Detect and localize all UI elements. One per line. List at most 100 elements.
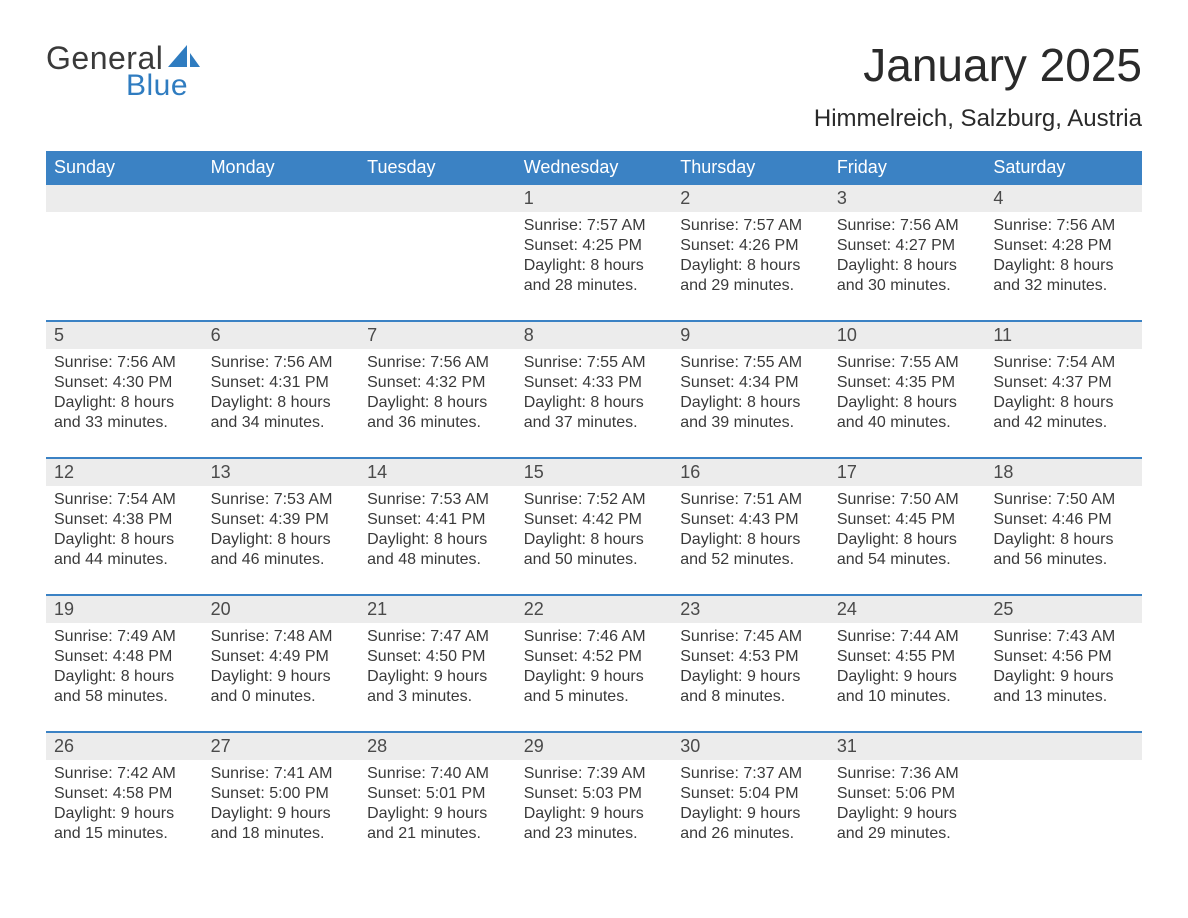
day-details: Sunrise: 7:56 AMSunset: 4:32 PMDaylight:… [367,353,508,433]
day-details: Sunrise: 7:48 AMSunset: 4:49 PMDaylight:… [211,627,352,707]
calendar-week-row: 5Sunrise: 7:56 AMSunset: 4:30 PMDaylight… [46,321,1142,458]
day-details: Sunrise: 7:36 AMSunset: 5:06 PMDaylight:… [837,764,978,844]
day-number: 31 [829,733,986,760]
sunrise-line: Sunrise: 7:54 AM [993,353,1134,373]
daylight-line: Daylight: 8 hours and 37 minutes. [524,393,665,433]
day-details: Sunrise: 7:43 AMSunset: 4:56 PMDaylight:… [993,627,1134,707]
sunrise-line: Sunrise: 7:56 AM [993,216,1134,236]
daylight-line: Daylight: 8 hours and 34 minutes. [211,393,352,433]
sunset-line: Sunset: 4:42 PM [524,510,665,530]
sunrise-line: Sunrise: 7:42 AM [54,764,195,784]
calendar-day-cell: 9Sunrise: 7:55 AMSunset: 4:34 PMDaylight… [672,321,829,458]
sunrise-line: Sunrise: 7:56 AM [211,353,352,373]
day-number: 7 [359,322,516,349]
calendar-day-cell: 18Sunrise: 7:50 AMSunset: 4:46 PMDayligh… [985,458,1142,595]
day-details: Sunrise: 7:54 AMSunset: 4:38 PMDaylight:… [54,490,195,570]
daylight-line: Daylight: 8 hours and 33 minutes. [54,393,195,433]
sunset-line: Sunset: 4:26 PM [680,236,821,256]
day-details [211,216,352,296]
calendar-week-row: 12Sunrise: 7:54 AMSunset: 4:38 PMDayligh… [46,458,1142,595]
day-details: Sunrise: 7:46 AMSunset: 4:52 PMDaylight:… [524,627,665,707]
page: General Blue January 2025 Himmelreich, S… [0,0,1188,918]
sunset-line: Sunset: 4:48 PM [54,647,195,667]
day-number: 17 [829,459,986,486]
daylight-line: Daylight: 9 hours and 10 minutes. [837,667,978,707]
sunset-line: Sunset: 4:25 PM [524,236,665,256]
title-block: January 2025 Himmelreich, Salzburg, Aust… [814,40,1142,133]
calendar-day-cell [46,185,203,321]
sunset-line: Sunset: 4:32 PM [367,373,508,393]
sunset-line: Sunset: 4:55 PM [837,647,978,667]
brand-line2: Blue [126,69,201,103]
daylight-line: Daylight: 8 hours and 39 minutes. [680,393,821,433]
day-number: 13 [203,459,360,486]
sunset-line: Sunset: 4:53 PM [680,647,821,667]
daylight-line: Daylight: 8 hours and 32 minutes. [993,256,1134,296]
daylight-line: Daylight: 8 hours and 54 minutes. [837,530,978,570]
day-number: 22 [516,596,673,623]
calendar-day-cell: 24 Sunrise: 7:44 AMSunset: 4:55 PMDayligh… [829,595,986,732]
day-details: Sunrise: 7:57 AMSunset: 4:25 PMDaylight:… [524,216,665,296]
day-number: 24 [829,596,986,623]
day-number: 19 [46,596,203,623]
calendar-day-cell: 13Sunrise: 7:53 AMSunset: 4:39 PMDayligh… [203,458,360,595]
sunrise-line: Sunrise: 7:57 AM [524,216,665,236]
col-header: Thursday [672,151,829,185]
daylight-line: Daylight: 8 hours and 58 minutes. [54,667,195,707]
day-details [993,764,1134,844]
sunrise-line: Sunrise: 7:54 AM [54,490,195,510]
calendar-day-cell: 26Sunrise: 7:42 AMSunset: 4:58 PMDayligh… [46,732,203,868]
topbar: General Blue January 2025 Himmelreich, S… [46,40,1142,133]
col-header: Sunday [46,151,203,185]
day-details: Sunrise: 7:50 AMSunset: 4:45 PMDaylight:… [837,490,978,570]
daylight-line: Daylight: 9 hours and 26 minutes. [680,804,821,844]
day-details: Sunrise: 7:50 AMSunset: 4:46 PMDaylight:… [993,490,1134,570]
calendar-day-cell: 1 Sunrise: 7:57 AMSunset: 4:25 PMDaylight… [516,185,673,321]
sunrise-line: Sunrise: 7:48 AM [211,627,352,647]
sunrise-line: Sunrise: 7:55 AM [524,353,665,373]
sunset-line: Sunset: 4:41 PM [367,510,508,530]
day-number: 1 [516,185,673,212]
day-number: 28 [359,733,516,760]
day-details: Sunrise: 7:55 AMSunset: 4:35 PMDaylight:… [837,353,978,433]
sunset-line: Sunset: 4:38 PM [54,510,195,530]
sunrise-line: Sunrise: 7:56 AM [837,216,978,236]
daylight-line: Daylight: 8 hours and 29 minutes. [680,256,821,296]
day-number: 14 [359,459,516,486]
sunrise-line: Sunrise: 7:55 AM [837,353,978,373]
day-details: Sunrise: 7:47 AMSunset: 4:50 PMDaylight:… [367,627,508,707]
day-details [54,216,195,296]
calendar-day-cell: 21Sunrise: 7:47 AMSunset: 4:50 PMDayligh… [359,595,516,732]
daylight-line: Daylight: 8 hours and 56 minutes. [993,530,1134,570]
sunrise-line: Sunrise: 7:50 AM [837,490,978,510]
sunset-line: Sunset: 5:00 PM [211,784,352,804]
sunset-line: Sunset: 4:35 PM [837,373,978,393]
day-number [46,185,203,212]
day-number: 29 [516,733,673,760]
calendar-day-cell: 22 Sunrise: 7:46 AMSunset: 4:52 PMDayligh… [516,595,673,732]
daylight-line: Daylight: 9 hours and 0 minutes. [211,667,352,707]
day-details [367,216,508,296]
day-details: Sunrise: 7:56 AMSunset: 4:31 PMDaylight:… [211,353,352,433]
calendar-day-cell: 7 Sunrise: 7:56 AMSunset: 4:32 PMDaylight… [359,321,516,458]
sunset-line: Sunset: 4:49 PM [211,647,352,667]
sunrise-line: Sunrise: 7:51 AM [680,490,821,510]
col-header: Saturday [985,151,1142,185]
sunset-line: Sunset: 4:37 PM [993,373,1134,393]
day-number: 5 [46,322,203,349]
day-details: Sunrise: 7:51 AMSunset: 4:43 PMDaylight:… [680,490,821,570]
sunset-line: Sunset: 5:04 PM [680,784,821,804]
day-details: Sunrise: 7:41 AMSunset: 5:00 PMDaylight:… [211,764,352,844]
day-number: 3 [829,185,986,212]
daylight-line: Daylight: 8 hours and 36 minutes. [367,393,508,433]
sunset-line: Sunset: 4:43 PM [680,510,821,530]
calendar-day-cell: 25Sunrise: 7:43 AMSunset: 4:56 PMDayligh… [985,595,1142,732]
sunrise-line: Sunrise: 7:50 AM [993,490,1134,510]
sunset-line: Sunset: 4:33 PM [524,373,665,393]
sunrise-line: Sunrise: 7:44 AM [837,627,978,647]
day-details: Sunrise: 7:40 AMSunset: 5:01 PMDaylight:… [367,764,508,844]
calendar-day-cell: 3Sunrise: 7:56 AMSunset: 4:27 PMDaylight… [829,185,986,321]
daylight-line: Daylight: 9 hours and 29 minutes. [837,804,978,844]
calendar-day-cell: 12Sunrise: 7:54 AMSunset: 4:38 PMDayligh… [46,458,203,595]
sunset-line: Sunset: 4:27 PM [837,236,978,256]
